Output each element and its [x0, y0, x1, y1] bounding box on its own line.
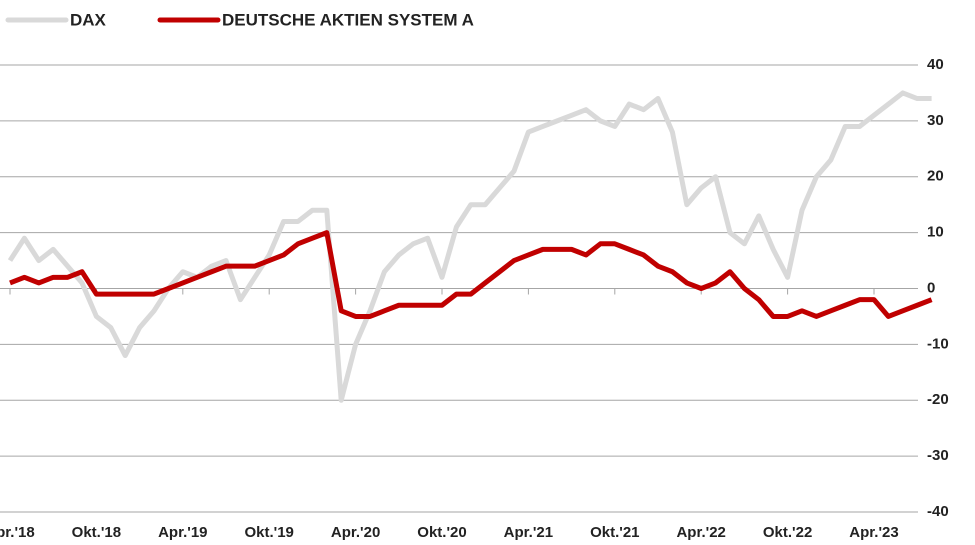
x-tick-label: Okt.'19 [244, 524, 293, 541]
y-tick-label: 20 [927, 168, 944, 185]
x-tick-label: Okt.'21 [590, 524, 639, 541]
x-tick-label: Okt.'22 [763, 524, 812, 541]
y-tick-label: 30 [927, 112, 944, 129]
legend-label: DEUTSCHE AKTIEN SYSTEM A [222, 10, 474, 29]
x-tick-label: Apr.'22 [676, 524, 725, 541]
x-tick-label: Apr.'23 [849, 524, 898, 541]
series-line [9, 230, 933, 319]
x-tick-label: Apr.'18 [0, 524, 35, 541]
x-tick-label: Apr.'21 [504, 524, 553, 541]
y-tick-label: -10 [927, 335, 949, 352]
x-tick-label: Okt.'18 [72, 524, 121, 541]
y-tick-label: 10 [927, 224, 944, 241]
y-tick-label: -30 [927, 447, 949, 464]
series-line [7, 90, 932, 403]
x-tick-label: Okt.'20 [417, 524, 466, 541]
y-tick-label: 40 [927, 56, 944, 73]
y-tick-label: -40 [927, 503, 949, 520]
x-tick-label: Apr.'19 [158, 524, 207, 541]
y-tick-label: 0 [927, 279, 935, 296]
x-tick-label: Apr.'20 [331, 524, 380, 541]
legend-label: DAX [70, 10, 107, 29]
y-tick-label: -20 [927, 391, 949, 408]
